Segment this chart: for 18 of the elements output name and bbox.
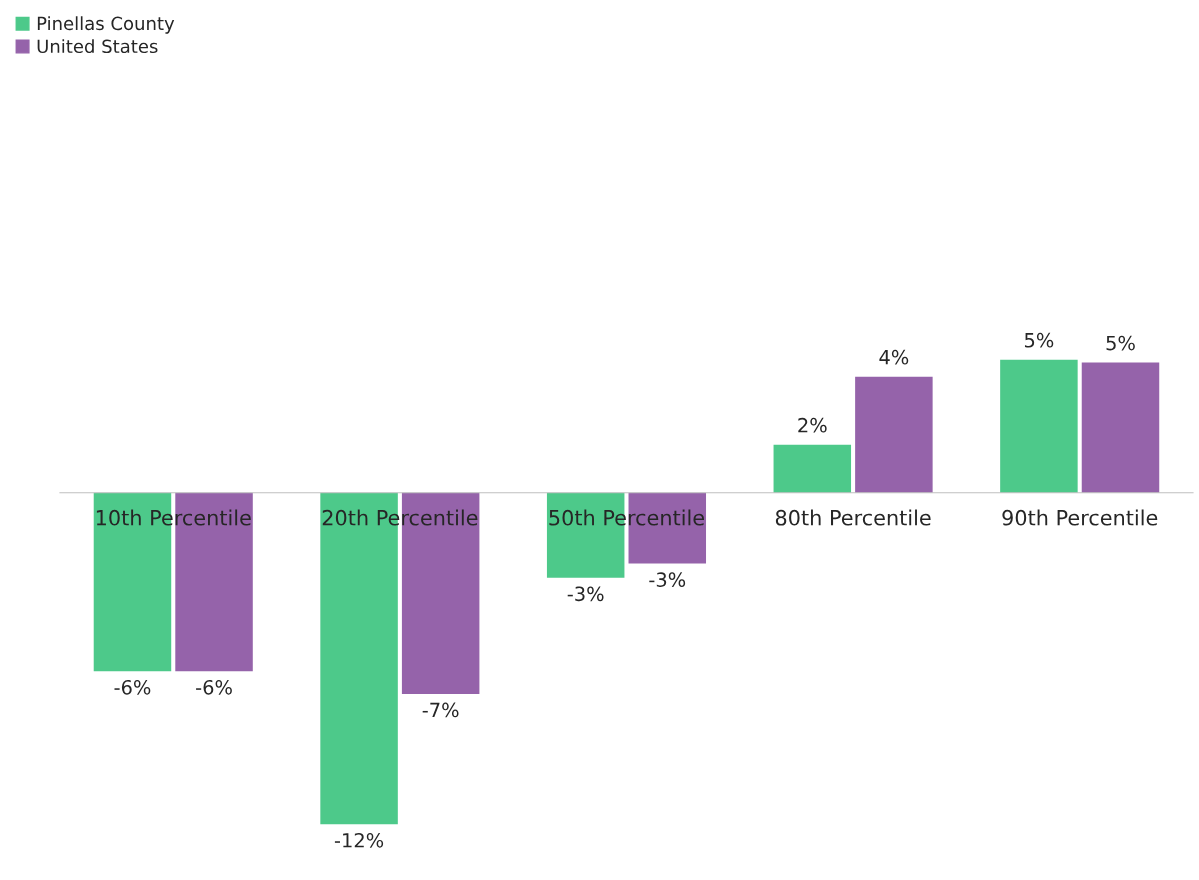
data-label: 5% [1024, 332, 1054, 348]
data-label: 2% [798, 417, 827, 433]
bar [1000, 359, 1078, 493]
bar [1081, 362, 1160, 493]
legend-label: Pinellas County [37, 16, 175, 34]
data-label: -3% [567, 586, 604, 602]
data-label: -7% [422, 702, 459, 718]
x-tick-label: 90th Percentile [1002, 509, 1158, 526]
bar [855, 376, 933, 493]
x-tick-label: 80th Percentile [775, 509, 931, 526]
data-label: -6% [114, 679, 151, 695]
data-label: -12% [334, 832, 384, 848]
data-label: 4% [879, 349, 909, 365]
data-label: -6% [196, 679, 232, 695]
bar [773, 444, 852, 493]
legend-label: United States [37, 39, 158, 54]
data-label: -3% [649, 572, 686, 588]
data-label: 5% [1106, 335, 1135, 351]
